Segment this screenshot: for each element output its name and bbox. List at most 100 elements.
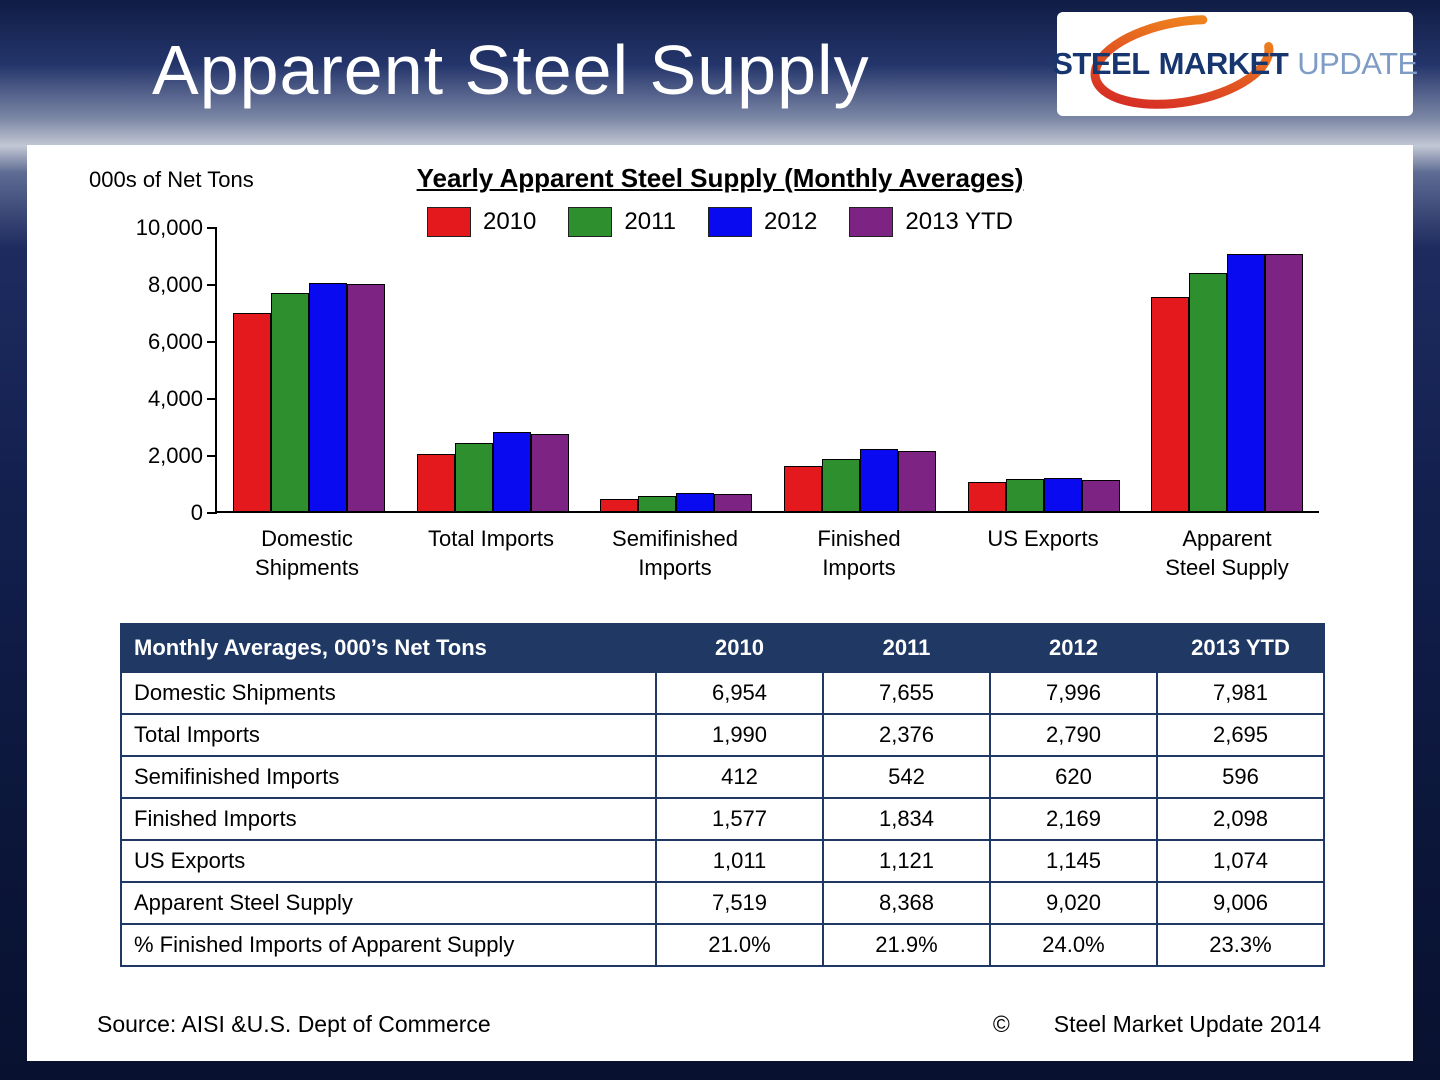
content-panel: 000s of Net Tons Yearly Apparent Steel S… <box>27 145 1413 1061</box>
bar <box>859 449 898 511</box>
bar <box>270 292 309 511</box>
x-axis-labels: Domestic Shipments Total Imports Semifinis… <box>215 521 1319 586</box>
y-tick-label: 6,000 <box>147 329 203 354</box>
table-cell: Total Imports <box>120 713 657 757</box>
category-label: Total Imports <box>428 526 554 551</box>
table-cell: Domestic Shipments <box>120 671 657 715</box>
bar <box>1043 478 1082 511</box>
chart-legend: 2010 2011 2012 2013 YTD <box>27 207 1413 237</box>
bar-group <box>217 228 401 511</box>
table-body: Domestic Shipments 6,954 7,655 7,996 7,981 To… <box>120 671 1325 967</box>
logo: STEEL MARKET UPDATE <box>1052 12 1418 116</box>
bar-group <box>768 228 952 511</box>
y-tick-label: 10,000 <box>135 215 203 240</box>
table-cell: 7,981 <box>1156 671 1325 715</box>
category-label: Finished Imports <box>817 526 901 580</box>
table-cell: 21.0% <box>655 923 824 967</box>
legend-label: 2013 YTD <box>905 208 1013 235</box>
bar <box>232 312 271 511</box>
logo-word-steel: STEEL <box>1052 46 1150 81</box>
bar-group <box>584 228 768 511</box>
logo-word-update: UPDATE <box>1297 46 1418 81</box>
y-tick-mark <box>207 398 217 400</box>
category-label: Apparent Steel Supply <box>1165 526 1289 580</box>
table-header: Monthly Averages, 000’s Net Tons 2010 2011… <box>120 623 1325 673</box>
table-cell: 2,098 <box>1156 797 1325 841</box>
copyright: © Steel Market Update 2014 <box>993 1011 1321 1038</box>
table-cell: 620 <box>989 755 1158 799</box>
table-cell: 2,695 <box>1156 713 1325 757</box>
legend-swatch <box>849 207 894 237</box>
table-row: % Finished Imports of Apparent Supply 21.… <box>120 923 1325 967</box>
table-cell: 9,006 <box>1156 881 1325 925</box>
bar <box>1151 296 1190 511</box>
legend-item: 2012 <box>707 207 818 237</box>
table-cell: 2,169 <box>989 797 1158 841</box>
table-cell: 7,655 <box>822 671 991 715</box>
logo-word-market: MARKET <box>1158 46 1289 81</box>
legend-label: 2012 <box>763 208 818 235</box>
plot-area <box>207 227 1319 514</box>
bar <box>1081 480 1120 511</box>
table-cell: US Exports <box>120 839 657 883</box>
legend-item: 2013 YTD <box>849 207 1013 237</box>
table-cell: 9,020 <box>989 881 1158 925</box>
y-tick-mark <box>207 341 217 343</box>
bar <box>821 458 860 511</box>
y-tick-mark <box>207 284 217 286</box>
table-cell: 2,790 <box>989 713 1158 757</box>
table-cell: 1,121 <box>822 839 991 883</box>
table-cell: 1,145 <box>989 839 1158 883</box>
table-cell: Finished Imports <box>120 797 657 841</box>
table-cell: 8,368 <box>822 881 991 925</box>
page-title: Apparent Steel Supply <box>152 31 870 109</box>
table-row: Finished Imports 1,577 1,834 2,169 2,098 <box>120 797 1325 841</box>
bar <box>897 451 936 511</box>
table-cell: 23.3% <box>1156 923 1325 967</box>
y-tick-mark <box>207 455 217 457</box>
legend-item: 2011 <box>568 207 676 237</box>
table-cell: 1,074 <box>1156 839 1325 883</box>
table-cell: 7,519 <box>655 881 824 925</box>
bar <box>454 443 493 511</box>
copyright-symbol: © <box>992 1011 1010 1037</box>
bar <box>600 499 639 511</box>
table-header-cell: 2011 <box>822 623 991 673</box>
table-row: Domestic Shipments 6,954 7,655 7,996 7,981 <box>120 671 1325 715</box>
bar <box>967 482 1006 511</box>
table-cell: Apparent Steel Supply <box>120 881 657 925</box>
table-header-cell: 2010 <box>655 623 824 673</box>
logo-text: STEEL MARKET UPDATE <box>1052 12 1418 116</box>
bar <box>308 283 347 511</box>
table-header-cell: 2013 YTD <box>1156 623 1325 673</box>
table-header-cell: Monthly Averages, 000’s Net Tons <box>120 623 657 673</box>
data-table: Monthly Averages, 000’s Net Tons 2010 2011… <box>120 623 1325 967</box>
logo-swoosh-icon <box>1090 15 1274 109</box>
bar-group <box>401 228 585 511</box>
legend-item: 2010 <box>426 207 536 237</box>
legend-swatch <box>426 207 471 237</box>
bar <box>714 494 753 511</box>
table-cell: 542 <box>822 755 991 799</box>
table-cell: 7,996 <box>989 671 1158 715</box>
bar <box>346 283 385 511</box>
table-cell: 1,834 <box>822 797 991 841</box>
table-cell: 2,376 <box>822 713 991 757</box>
bar <box>416 454 455 511</box>
bar <box>530 434 569 511</box>
y-tick-label: 0 <box>190 500 203 525</box>
footer: Source: AISI &U.S. Dept of Commerce © St… <box>97 1011 1321 1038</box>
bar <box>1189 272 1228 511</box>
y-axis-labels: 10,000 8,000 6,000 4,000 2,000 0 <box>27 215 203 525</box>
table-cell: 412 <box>655 755 824 799</box>
source-note: Source: AISI &U.S. Dept of Commerce <box>97 1011 491 1037</box>
y-axis-units-label: 000s of Net Tons <box>89 167 254 192</box>
table-cell: 1,011 <box>655 839 824 883</box>
bar <box>676 493 715 511</box>
legend-swatch <box>707 207 752 237</box>
bar-group <box>1135 228 1319 511</box>
bar <box>638 495 677 511</box>
bar <box>1227 253 1266 511</box>
bar <box>492 431 531 511</box>
